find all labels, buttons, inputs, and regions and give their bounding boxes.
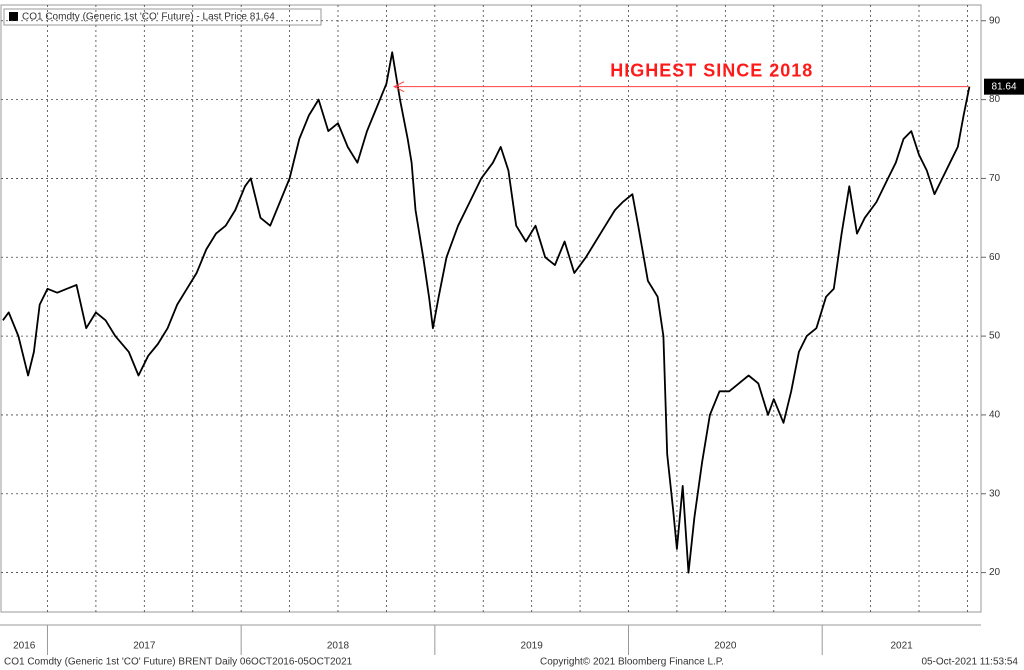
x-tick-label: 2020	[714, 641, 737, 652]
y-tick-label: 90	[989, 15, 1001, 26]
x-tick-label: 2018	[327, 641, 350, 652]
y-tick-label: 40	[989, 410, 1001, 421]
last-price-label: 81.64	[991, 81, 1016, 92]
y-tick-label: 80	[989, 94, 1001, 105]
x-tick-label: 2017	[133, 641, 156, 652]
annotation-text: HIGHEST SINCE 2018	[610, 60, 813, 80]
legend-swatch	[9, 12, 18, 21]
y-tick-label: 70	[989, 173, 1001, 184]
x-tick-label: 2016	[13, 641, 36, 652]
x-tick-label: 2019	[521, 641, 544, 652]
footer-right: 05-Oct-2021 11:53:54	[921, 657, 1018, 668]
x-tick-label: 2021	[890, 641, 913, 652]
arrow-head	[393, 81, 405, 93]
y-tick-label: 20	[989, 567, 1001, 578]
y-tick-label: 30	[989, 488, 1001, 499]
y-tick-label: 60	[989, 252, 1001, 263]
footer-center: Copyright© 2021 Bloomberg Finance L.P.	[540, 657, 724, 668]
chart-title: CO1 Comdty (Generic 1st 'CO' Future) - L…	[22, 12, 275, 23]
plot-frame	[0, 4, 982, 613]
footer-left: CO1 Comdty (Generic 1st 'CO' Future) BRE…	[4, 657, 353, 668]
last-price-tag	[984, 78, 1024, 95]
price-line	[2, 51, 971, 574]
y-tick-label: 50	[989, 331, 1001, 342]
